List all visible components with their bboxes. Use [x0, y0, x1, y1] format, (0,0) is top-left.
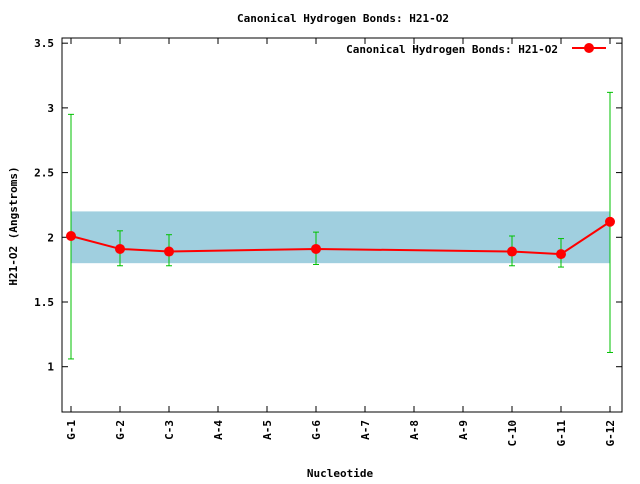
y-tick-label: 1.5 — [34, 296, 54, 309]
data-point — [164, 246, 174, 257]
y-tick-label: 2.5 — [34, 167, 54, 180]
data-point — [507, 246, 517, 257]
y-axis-label: H21-O2 (Angstroms) — [7, 166, 20, 285]
x-tick-label: A-5 — [261, 420, 274, 440]
data-point — [556, 249, 566, 260]
x-axis-label: Nucleotide — [307, 467, 374, 480]
x-tick-label: A-8 — [408, 420, 421, 440]
x-tick-label: A-9 — [457, 420, 470, 440]
legend-label: Canonical Hydrogen Bonds: H21-O2 — [346, 43, 558, 56]
x-tick-label: G-6 — [310, 420, 323, 440]
y-tick-label: 3.5 — [34, 37, 54, 50]
x-tick-label: A-4 — [212, 420, 225, 440]
x-tick-label: G-1 — [65, 420, 78, 440]
chart-title: Canonical Hydrogen Bonds: H21-O2 — [237, 12, 449, 25]
y-tick-label: 2 — [47, 231, 54, 244]
x-tick-label: G-2 — [114, 420, 127, 440]
data-point — [115, 243, 125, 254]
y-tick-label: 1 — [47, 361, 54, 374]
data-point — [605, 216, 615, 227]
x-tick-label: C-10 — [506, 420, 519, 447]
x-tick-label: C-3 — [163, 420, 176, 440]
reference-band — [71, 211, 610, 264]
x-tick-label: A-7 — [359, 420, 372, 440]
x-tick-label: G-12 — [604, 420, 617, 447]
data-point — [311, 243, 321, 254]
legend-marker — [584, 43, 594, 53]
legend: Canonical Hydrogen Bonds: H21-O2 — [346, 43, 606, 56]
plot-border — [61, 37, 623, 413]
data-point — [66, 231, 76, 241]
y-tick-label: 3 — [47, 102, 54, 115]
x-tick-label: G-11 — [555, 420, 568, 447]
